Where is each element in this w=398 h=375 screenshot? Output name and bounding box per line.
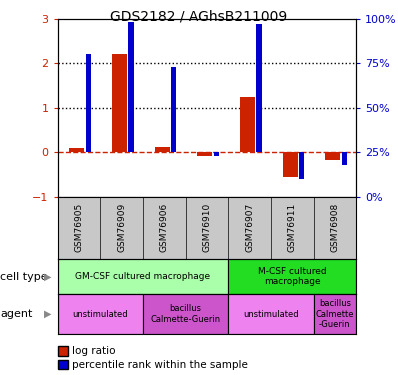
Bar (325, 152, 340, 160)
Text: cell type: cell type (0, 272, 48, 282)
Bar (112, 54, 127, 152)
Text: ▶: ▶ (44, 272, 51, 282)
Text: unstimulated: unstimulated (72, 310, 128, 319)
Text: ▶: ▶ (44, 309, 51, 319)
Text: percentile rank within the sample: percentile rank within the sample (72, 360, 248, 370)
Bar (129, 22, 134, 152)
Bar (283, 152, 298, 177)
Text: bacillus
Calmette
-Guerin: bacillus Calmette -Guerin (316, 299, 354, 329)
Text: GSM76905: GSM76905 (74, 203, 84, 252)
Bar (197, 152, 212, 156)
Bar (256, 24, 261, 152)
Text: agent: agent (0, 309, 33, 319)
Bar (58, 294, 143, 334)
Text: GSM76908: GSM76908 (330, 203, 339, 252)
Text: GDS2182 / AGhsB211009: GDS2182 / AGhsB211009 (110, 9, 288, 23)
Bar (228, 294, 314, 334)
Text: unstimulated: unstimulated (243, 310, 299, 319)
Bar (314, 294, 356, 334)
Text: M-CSF cultured
macrophage: M-CSF cultured macrophage (258, 267, 326, 286)
Bar (58, 259, 228, 294)
Text: bacillus
Calmette-Guerin: bacillus Calmette-Guerin (150, 304, 221, 324)
Bar (155, 147, 170, 152)
Text: GSM76909: GSM76909 (117, 203, 126, 252)
Text: GM-CSF cultured macrophage: GM-CSF cultured macrophage (76, 272, 211, 281)
Text: GSM76907: GSM76907 (245, 203, 254, 252)
Bar (69, 148, 84, 152)
Bar (240, 97, 255, 152)
Text: GSM76906: GSM76906 (160, 203, 169, 252)
Text: GSM76911: GSM76911 (288, 203, 297, 252)
Bar (228, 259, 356, 294)
Bar (86, 54, 91, 152)
Bar (143, 294, 228, 334)
Text: log ratio: log ratio (72, 346, 115, 356)
Text: GSM76910: GSM76910 (203, 203, 211, 252)
Bar (299, 152, 304, 179)
Bar (214, 152, 219, 156)
Bar (342, 152, 347, 165)
Bar (171, 67, 176, 152)
